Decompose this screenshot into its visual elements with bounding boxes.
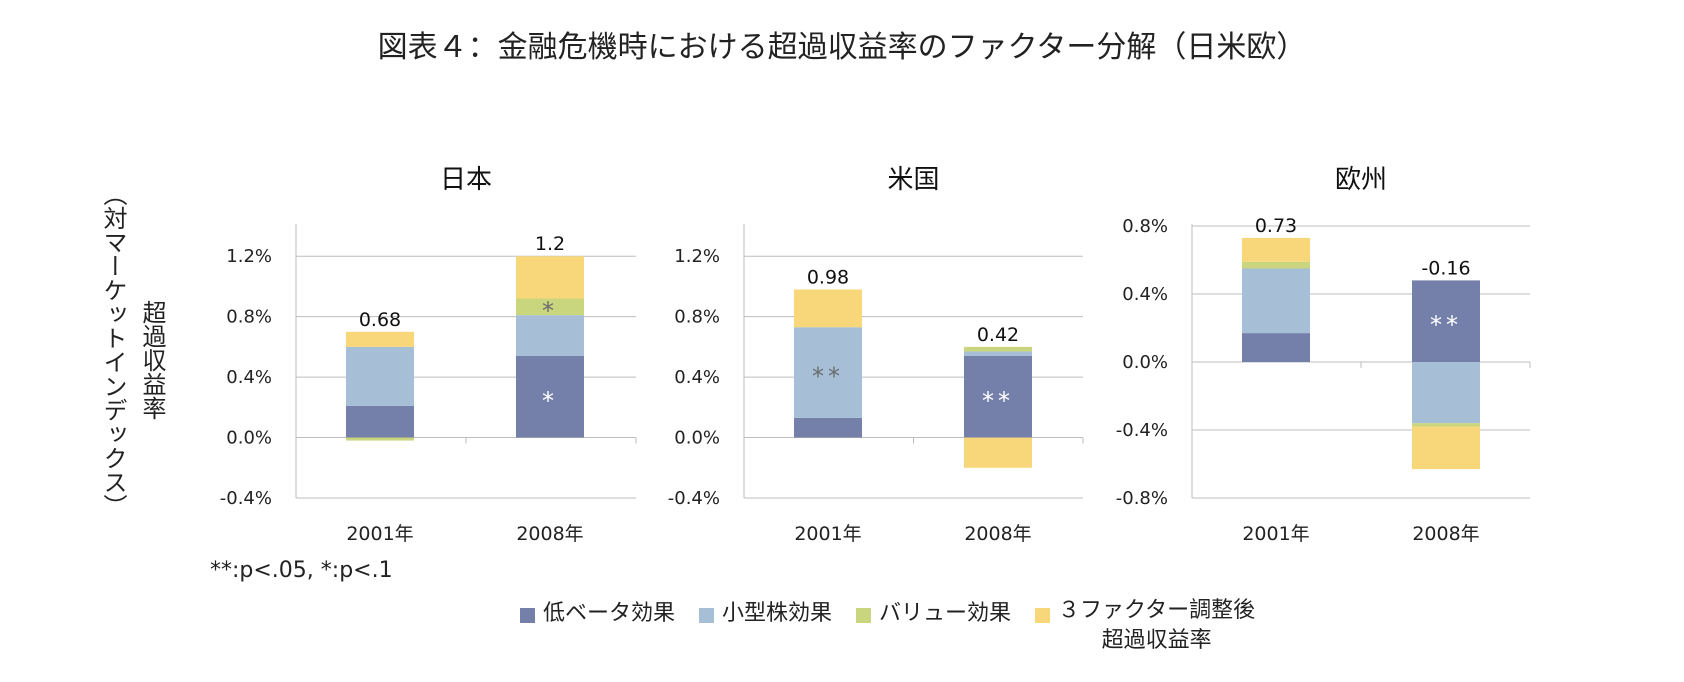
panel-title: 米国 xyxy=(887,165,939,195)
bar-segment xyxy=(516,256,584,299)
y-tick-label: -0.4% xyxy=(1116,420,1168,441)
bar-segment xyxy=(1242,237,1310,262)
bar-segment xyxy=(346,437,414,441)
bar-segment xyxy=(516,315,584,356)
bar-segment xyxy=(794,417,862,438)
bar-segment xyxy=(964,437,1032,468)
y-tick-label: -0.8% xyxy=(1116,488,1168,509)
x-category-label: 2001年 xyxy=(794,523,861,545)
y-tick-label: 1.2% xyxy=(226,246,272,267)
legend: 低ベータ効果 小型株効果 バリュー効果 ３ファクター調整後 超過収益率 xyxy=(520,598,1279,656)
significance-mark: * xyxy=(542,297,558,325)
bar-segment xyxy=(964,346,1032,352)
legend-item-small-cap: 小型株効果 xyxy=(699,600,832,628)
figure-title: 図表４：金融危機時における超過収益率のファクター分解（日米欧） xyxy=(377,30,1307,65)
total-data-label: 0.98 xyxy=(807,266,849,288)
panel-title: 日本 xyxy=(440,165,492,195)
chart-panel-2: 1.2% 0.8% 0.4% 0.0% -0.4% 米国 0.98 2001年 ** 0.42 20… xyxy=(668,165,1084,545)
bar-segment xyxy=(964,355,1032,438)
bar-segment xyxy=(1412,423,1480,427)
bar-segment xyxy=(1242,261,1310,269)
bar-segment xyxy=(794,327,862,418)
y-tick-label: 0.4% xyxy=(226,367,272,388)
y-tick-label: 1.2% xyxy=(674,246,720,267)
legend-item-low-beta: 低ベータ効果 xyxy=(520,600,675,628)
significance-mark: * xyxy=(542,387,558,415)
x-category-label: 2008年 xyxy=(964,523,1031,545)
bar-segment xyxy=(346,331,414,347)
y-tick-label: 0.0% xyxy=(1122,352,1168,373)
legend-swatch xyxy=(856,608,872,623)
legend-swatch xyxy=(699,608,715,623)
significance-note: **:p<.05, *:p<.1 xyxy=(210,558,393,583)
y-tick-label: 0.8% xyxy=(226,307,272,328)
y-tick-label: 0.4% xyxy=(674,367,720,388)
chart-panel-3: 0.8% 0.4% 0.0% -0.4% -0.8% 欧州 0.73 2001年 -0.16 20… xyxy=(1116,165,1531,545)
legend-item-value: バリュー効果 xyxy=(856,600,1011,628)
legend-item-residual: ３ファクター調整後 超過収益率 xyxy=(1035,598,1255,656)
bar-segment xyxy=(346,346,414,406)
y-tick-label: 0.8% xyxy=(1122,216,1168,237)
bar-segment xyxy=(1242,268,1310,334)
y-tick-label: -0.4% xyxy=(668,488,720,509)
bar-segment xyxy=(516,355,584,438)
legend-swatch xyxy=(520,608,535,623)
bar-segment xyxy=(1412,280,1480,362)
x-category-label: 2001年 xyxy=(1242,523,1309,545)
total-data-label: -0.16 xyxy=(1421,257,1470,279)
bar-segment xyxy=(1412,362,1480,424)
total-data-label: 0.42 xyxy=(977,324,1019,346)
legend-label: バリュー効果 xyxy=(879,601,1012,626)
legend-label: 低ベータ効果 xyxy=(543,601,676,626)
legend-label: ３ファクター調整後 超過収益率 xyxy=(1058,598,1256,653)
total-data-label: 0.68 xyxy=(359,309,401,331)
bar-segment xyxy=(1242,333,1310,362)
y-axis-label-inner: 超過収益率 xyxy=(138,300,166,420)
legend-label: 小型株効果 xyxy=(722,601,833,626)
legend-swatch xyxy=(1035,608,1051,623)
x-category-label: 2001年 xyxy=(346,523,413,545)
y-tick-label: 0.4% xyxy=(1122,284,1168,305)
panel-title: 欧州 xyxy=(1335,165,1387,195)
bar-segment xyxy=(964,351,1032,356)
bar-segment xyxy=(346,405,414,438)
significance-mark: ** xyxy=(982,387,1014,415)
y-tick-label: 0.0% xyxy=(674,428,720,449)
significance-mark: ** xyxy=(1430,311,1462,339)
y-tick-label: -0.4% xyxy=(220,488,272,509)
x-category-label: 2008年 xyxy=(1412,523,1479,545)
bar-segment xyxy=(1412,426,1480,470)
chart-panel-1: 1.2% 0.8% 0.4% 0.0% -0.4% 日本 0.68 2001年 1.2 2008年… xyxy=(220,165,637,545)
bar-segment xyxy=(516,298,584,316)
y-tick-label: 0.8% xyxy=(674,307,720,328)
y-tick-label: 0.0% xyxy=(226,428,272,449)
total-data-label: 1.2 xyxy=(535,233,565,255)
y-axis-label-outer: （対マーケットインデックス） xyxy=(99,182,127,518)
x-category-label: 2008年 xyxy=(516,523,583,545)
bar-segment xyxy=(794,289,862,328)
significance-mark: ** xyxy=(812,363,844,391)
total-data-label: 0.73 xyxy=(1255,215,1297,237)
